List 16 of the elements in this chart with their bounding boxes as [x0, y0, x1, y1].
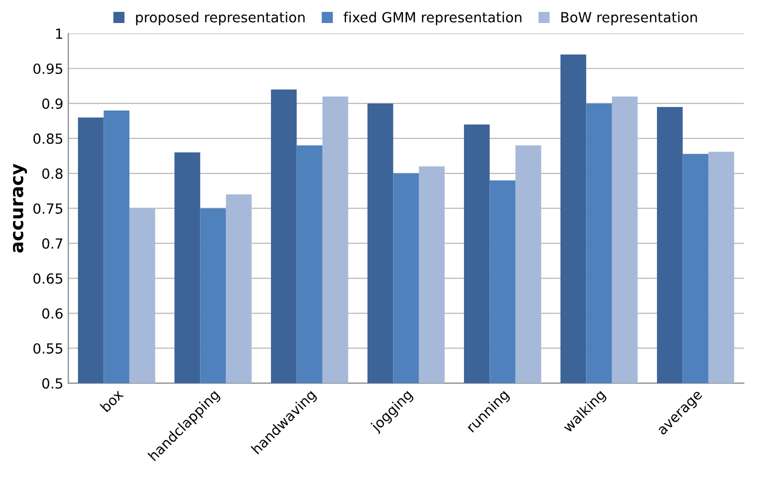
y-tick-label: 0.55 — [33, 343, 62, 354]
y-tick-label: 0.75 — [33, 203, 62, 214]
y-axis-title: accuracy — [12, 164, 27, 253]
y-tick-label: 0.85 — [33, 133, 62, 144]
legend-label: proposed representation — [136, 12, 305, 26]
y-tick-label: 0.7 — [42, 238, 62, 249]
y-tick-label: 0.5 — [42, 378, 62, 389]
y-tick-label: 0.95 — [33, 63, 62, 74]
y-tick-label: 0.6 — [42, 308, 63, 319]
legend-label: BoW representation — [561, 12, 697, 26]
y-tick-label: 0.8 — [42, 168, 62, 179]
y-tick-label: 1 — [56, 28, 62, 39]
y-tick-label: 0.9 — [42, 98, 62, 109]
y-tick-label: 0.65 — [33, 273, 62, 284]
x-tick-label: box — [100, 388, 124, 413]
legend-label: fixed GMM representation — [344, 12, 522, 26]
